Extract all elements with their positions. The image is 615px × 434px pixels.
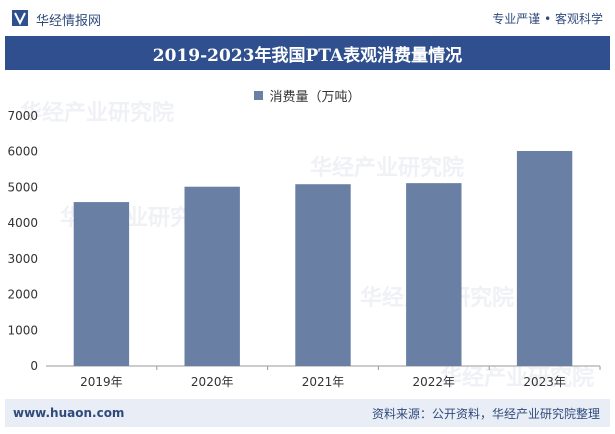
y-tick-label: 2000 [7, 288, 38, 302]
logo-icon [12, 10, 28, 26]
bar [73, 202, 130, 366]
footer-source: 资料来源：公开资料，华经产业研究院整理 [371, 406, 600, 421]
x-tick-label: 2020年 [191, 375, 234, 389]
top-bar: 华经情报网 专业严谨 • 客观科学 [0, 0, 615, 36]
y-tick-label: 7000 [7, 109, 38, 123]
legend-swatch [254, 91, 264, 100]
bar [295, 184, 351, 366]
legend-label: 消费量（万吨） [269, 90, 361, 105]
y-tick-label: 6000 [7, 145, 38, 159]
y-tick-label: 0 [30, 359, 38, 373]
legend: 消费量（万吨） [0, 86, 615, 105]
bar [406, 183, 462, 366]
x-tick-label: 2021年 [302, 375, 345, 389]
y-tick-label: 4000 [7, 216, 38, 230]
x-tick-label: 2023年 [523, 375, 566, 389]
y-tick-label: 1000 [7, 323, 38, 337]
tagline: 专业严谨 • 客观科学 [492, 12, 603, 26]
chart-title: 2019-2023年我国PTA表观消费量情况 [5, 36, 610, 70]
bar [184, 186, 240, 366]
brand-name: 华经情报网 [36, 14, 102, 29]
y-tick-label: 3000 [7, 252, 38, 266]
footer: www.huaon.com 资料来源：公开资料，华经产业研究院整理 [5, 399, 610, 427]
bar [516, 151, 573, 366]
x-tick-label: 2019年 [80, 375, 123, 389]
y-tick-label: 5000 [7, 180, 38, 194]
x-tick-label: 2022年 [413, 375, 456, 389]
footer-url[interactable]: www.huaon.com [13, 406, 125, 420]
